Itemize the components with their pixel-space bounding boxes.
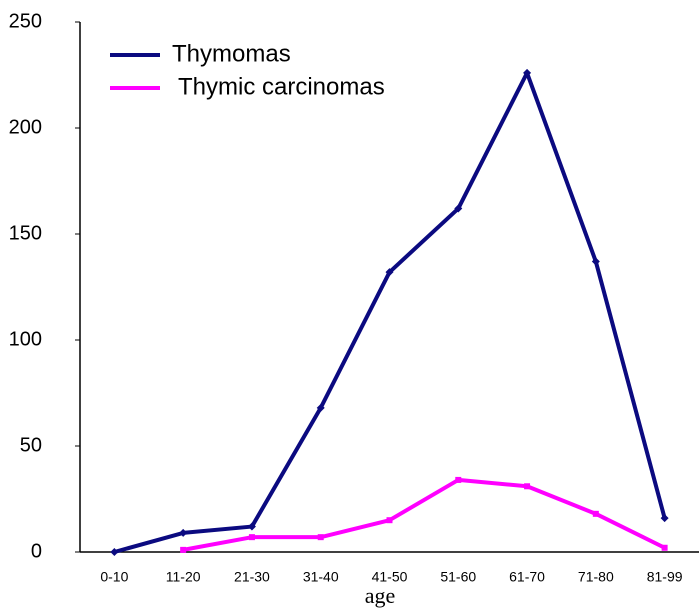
x-tick-label: 81-99 (647, 569, 683, 585)
point-marker (592, 510, 599, 517)
point-marker (180, 546, 187, 553)
x-tick-label: 31-40 (303, 569, 339, 585)
y-tick-label: 200 (9, 116, 42, 138)
point-marker (455, 476, 462, 483)
x-tick-label: 11-20 (166, 569, 201, 585)
y-tick-label: 50 (20, 434, 42, 456)
point-marker (316, 403, 325, 412)
point-marker (179, 528, 188, 537)
point-marker (247, 522, 256, 531)
point-marker (454, 204, 463, 213)
y-tick-label: 100 (9, 328, 42, 350)
point-marker (523, 68, 532, 77)
point-marker (385, 268, 394, 277)
legend-label: Thymomas (172, 40, 291, 67)
x-tick-label: 51-60 (440, 569, 476, 585)
point-marker (661, 544, 668, 551)
point-marker (386, 517, 393, 524)
x-tick-label: 41-50 (372, 569, 408, 585)
series-line (182, 477, 666, 552)
x-tick-label: 0-10 (100, 569, 128, 585)
x-tick-label: 71-80 (578, 569, 614, 585)
point-marker (591, 257, 600, 266)
series-line (113, 70, 667, 554)
y-tick-label: 250 (9, 10, 42, 32)
x-tick-label: 21-30 (234, 569, 270, 585)
y-tick-label: 150 (9, 222, 42, 244)
point-marker (110, 548, 119, 556)
x-axis-label: age (365, 583, 396, 608)
x-tick-label: 61-70 (509, 569, 545, 585)
point-marker (317, 534, 324, 541)
point-marker (248, 534, 255, 541)
point-marker (660, 514, 669, 523)
legend-label: Thymic carcinomas (178, 73, 385, 100)
point-marker (524, 483, 531, 490)
y-tick-label: 0 (31, 540, 42, 562)
